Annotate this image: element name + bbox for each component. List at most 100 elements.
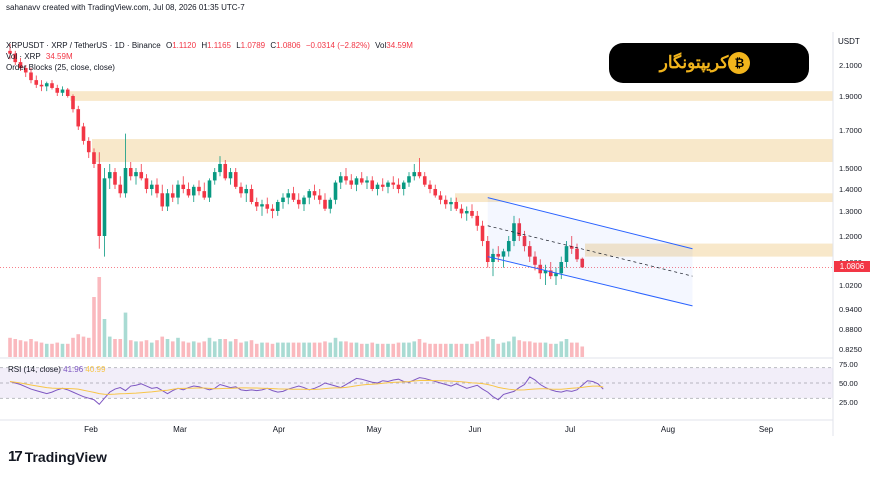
candle-body xyxy=(428,184,432,189)
volume-bar xyxy=(92,297,96,357)
brand-text: کریپتونگار xyxy=(659,53,729,72)
volume-bar xyxy=(165,339,170,357)
volume-bar xyxy=(459,343,464,357)
symbol-name[interactable]: XRPUSDT · XRP / TetherUS · 1D · Binance xyxy=(6,41,161,50)
order-block-zone xyxy=(70,91,833,101)
volume-bar xyxy=(191,341,196,357)
volume-bar xyxy=(186,342,191,357)
symbol-legend[interactable]: XRPUSDT · XRP / TetherUS · 1D · Binance … xyxy=(6,41,416,50)
brand-watermark: کریپتونگار ₿ xyxy=(609,43,809,83)
price-axis-tick: 1.3000 xyxy=(839,207,862,216)
tradingview-mark-icon: 17 xyxy=(8,448,23,465)
candle-body xyxy=(380,184,385,187)
time-axis-tick: Aug xyxy=(661,425,675,434)
volume-bar xyxy=(265,342,270,357)
volume-bar xyxy=(239,342,243,357)
volume-bar xyxy=(338,341,343,357)
candle-body xyxy=(496,253,501,257)
candle-body xyxy=(191,186,196,196)
candle-body xyxy=(181,184,186,189)
price-axis-currency: USDT xyxy=(838,37,860,46)
volume-bar xyxy=(506,341,511,357)
rsi-label[interactable]: RSI (14, close) xyxy=(8,365,61,374)
volume-bar xyxy=(575,342,579,357)
time-axis-tick: Feb xyxy=(84,425,98,434)
candle-body xyxy=(501,251,506,257)
candle-body xyxy=(244,189,249,194)
volume-bar xyxy=(396,342,401,357)
volume-indicator-legend[interactable]: Vol · XRP 34.59M xyxy=(6,52,76,61)
volume-bar xyxy=(223,339,228,357)
volume-bar xyxy=(296,342,301,357)
candle-body xyxy=(239,186,243,194)
volume-bar xyxy=(107,336,112,357)
volume-bar xyxy=(564,339,569,357)
volume-bar xyxy=(533,342,537,357)
volume-bar xyxy=(270,343,275,357)
price-axis-tick: 2.1000 xyxy=(839,61,862,70)
candle-body xyxy=(86,140,91,153)
order-block-zone xyxy=(92,139,833,162)
volume-bar xyxy=(29,339,33,357)
candle-body xyxy=(281,197,285,203)
price-axis-tick: 1.5000 xyxy=(839,164,862,173)
candle-body xyxy=(454,202,459,209)
candle-body xyxy=(291,193,296,200)
volume-bar xyxy=(286,342,291,357)
candle-body xyxy=(333,182,338,200)
volume-bar xyxy=(554,343,558,357)
order-blocks-label[interactable]: Order Blocks (25, close, close) xyxy=(6,63,115,72)
tradingview-logo[interactable]: 17 TradingView xyxy=(8,448,107,465)
price-channel-layer xyxy=(487,197,693,307)
volume-bar xyxy=(386,343,390,357)
volume-indicator-label[interactable]: Vol · XRP xyxy=(6,52,41,61)
volume-bar xyxy=(569,342,574,357)
volume-bar xyxy=(491,339,495,357)
order-blocks-layer xyxy=(70,91,833,257)
volume-bar xyxy=(538,342,543,357)
order-blocks-legend[interactable]: Order Blocks (25, close, close) xyxy=(6,63,118,72)
candle-body xyxy=(349,180,354,185)
volume-bar xyxy=(454,343,459,357)
rsi-axis-tick: 50.00 xyxy=(839,379,858,388)
rsi-legend[interactable]: RSI (14, close) 41.96 40.99 xyxy=(8,365,105,374)
candle-body xyxy=(102,178,107,236)
candle-body xyxy=(275,202,280,211)
volume-bar xyxy=(197,342,201,357)
candle-body xyxy=(260,204,264,207)
volume-bar xyxy=(254,343,259,357)
price-axis-tick: 1.4000 xyxy=(839,185,862,194)
high-label: H xyxy=(201,41,208,50)
candle-body xyxy=(128,168,133,177)
volume-bar xyxy=(155,340,159,357)
volume-bar xyxy=(55,342,60,357)
rsi-ma-line xyxy=(9,379,604,395)
candle-body xyxy=(65,89,70,96)
candle-body xyxy=(123,168,128,194)
volume-bar xyxy=(522,341,527,357)
candle-body xyxy=(470,211,474,216)
candle-body xyxy=(296,199,301,205)
low-label: L xyxy=(236,41,241,50)
current-price-tag: 1.0806 xyxy=(834,261,870,272)
candle-body xyxy=(160,193,165,207)
volume-bar xyxy=(359,343,364,357)
candle-body xyxy=(569,246,574,249)
candle-body xyxy=(212,172,217,181)
candle-body xyxy=(107,172,112,179)
price-axis-tick: 0.9400 xyxy=(839,305,862,314)
volume-bar xyxy=(81,336,86,357)
open-value: 1.1120 xyxy=(172,41,197,50)
channel-lower-line xyxy=(487,256,693,307)
candle-body xyxy=(328,199,333,209)
volume-indicator-value: 34.59M xyxy=(45,52,73,61)
volume-bar xyxy=(65,343,70,357)
candle-body xyxy=(39,84,44,87)
volume-bar xyxy=(144,340,149,357)
candle-body xyxy=(149,184,154,189)
candle-body xyxy=(312,191,317,196)
volume-bar xyxy=(543,342,548,357)
high-value: 1.1165 xyxy=(207,41,231,50)
candle-body xyxy=(401,182,406,189)
